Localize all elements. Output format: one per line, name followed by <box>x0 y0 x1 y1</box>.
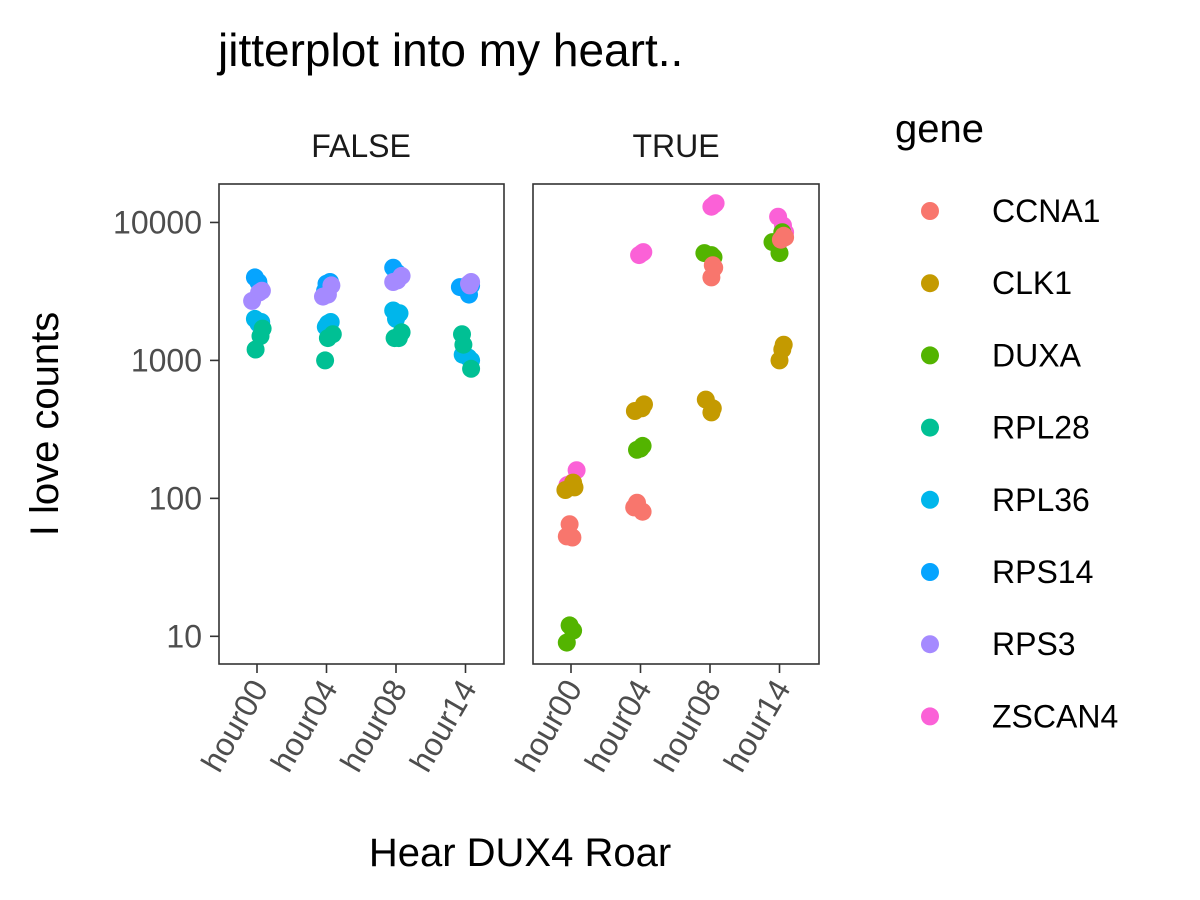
point-false-rpl28-3 <box>316 351 335 370</box>
legend-label-duxa: DUXA <box>992 337 1082 373</box>
legend-label-zscan4: ZSCAN4 <box>992 698 1118 734</box>
y-axis-label: I love counts <box>23 312 67 537</box>
point-true-duxa-10 <box>770 244 789 263</box>
point-true-ccna1-5 <box>633 502 652 521</box>
plot-panels <box>218 183 820 665</box>
legend-key-rps3 <box>921 635 939 654</box>
legend-label-rpl36: RPL36 <box>992 482 1090 518</box>
legend-label-rps14: RPS14 <box>992 554 1093 590</box>
legend-key-duxa <box>921 346 939 365</box>
facet-label-true: TRUE <box>632 128 719 164</box>
y-axis: 10 100 1000 10000 <box>113 204 219 654</box>
x-tick-label-false-hour00: hour00 <box>194 674 275 778</box>
point-false-rpl36-8 <box>390 304 409 323</box>
point-false-rpl28-11 <box>462 359 481 378</box>
panel-frame-false <box>218 183 505 665</box>
x-tick-label-true-hour08: hour08 <box>647 674 728 778</box>
x-tick-label-true-hour00: hour00 <box>508 674 589 778</box>
legend: gene CCNA1 CLK1 DUXA RPL28 RPL36 RPS14 RPS3 ZSC… <box>895 107 1118 734</box>
point-true-clk1-2 <box>565 478 584 497</box>
point-true-ccna1-2 <box>563 528 582 547</box>
point-true-ccna1-8 <box>705 258 724 277</box>
legend-label-rpl28: RPL28 <box>992 410 1090 446</box>
legend-label-clk1: CLK1 <box>992 265 1072 301</box>
legend-key-rps14 <box>921 563 939 581</box>
x-tick-label-false-hour08: hour08 <box>333 674 414 778</box>
point-false-rpl28-8 <box>392 323 411 342</box>
point-false-rps3-5 <box>322 276 341 295</box>
point-false-rps3-11 <box>460 276 479 295</box>
x-axis-label: Hear DUX4 Roar <box>369 831 671 875</box>
legend-key-rpl36 <box>921 490 939 509</box>
legend-key-zscan4 <box>921 707 939 726</box>
point-true-duxa-2 <box>564 621 583 640</box>
point-false-rpl28-5 <box>323 325 342 344</box>
legend-key-ccna1 <box>921 202 939 220</box>
x-tick-label-true-hour04: hour04 <box>578 674 659 778</box>
point-true-clk1-8 <box>703 399 722 418</box>
point-true-zscan4-5 <box>634 243 653 262</box>
facet-label-false: FALSE <box>311 128 411 164</box>
legend-label-rps3: RPS3 <box>992 626 1076 662</box>
y-tick-label-1000: 1000 <box>131 342 202 378</box>
y-tick-label-10: 10 <box>166 618 202 654</box>
point-false-rps3-8 <box>392 266 411 285</box>
point-true-clk1-11 <box>774 335 793 354</box>
x-tick-label-false-hour04: hour04 <box>264 674 345 778</box>
x-tick-label-false-hour14: hour14 <box>403 674 484 778</box>
chart-title: jitterplot into my heart.. <box>216 24 683 76</box>
point-true-zscan4-8 <box>706 194 725 213</box>
point-false-rps3-2 <box>252 281 271 300</box>
point-true-duxa-5 <box>633 436 652 455</box>
point-false-rpl28-2 <box>253 319 272 338</box>
y-tick-label-100: 100 <box>149 480 202 516</box>
panel-frame-true <box>532 183 820 665</box>
y-tick-label-10000: 10000 <box>113 204 202 240</box>
legend-label-ccna1: CCNA1 <box>992 193 1100 229</box>
legend-key-clk1 <box>921 274 939 293</box>
point-true-clk1-5 <box>635 395 653 414</box>
legend-key-rpl28 <box>921 418 939 437</box>
point-false-rpl28-10 <box>453 325 471 344</box>
legend-title: gene <box>895 107 984 151</box>
point-true-ccna1-11 <box>776 228 795 247</box>
x-tick-label-true-hour14: hour14 <box>717 674 798 778</box>
